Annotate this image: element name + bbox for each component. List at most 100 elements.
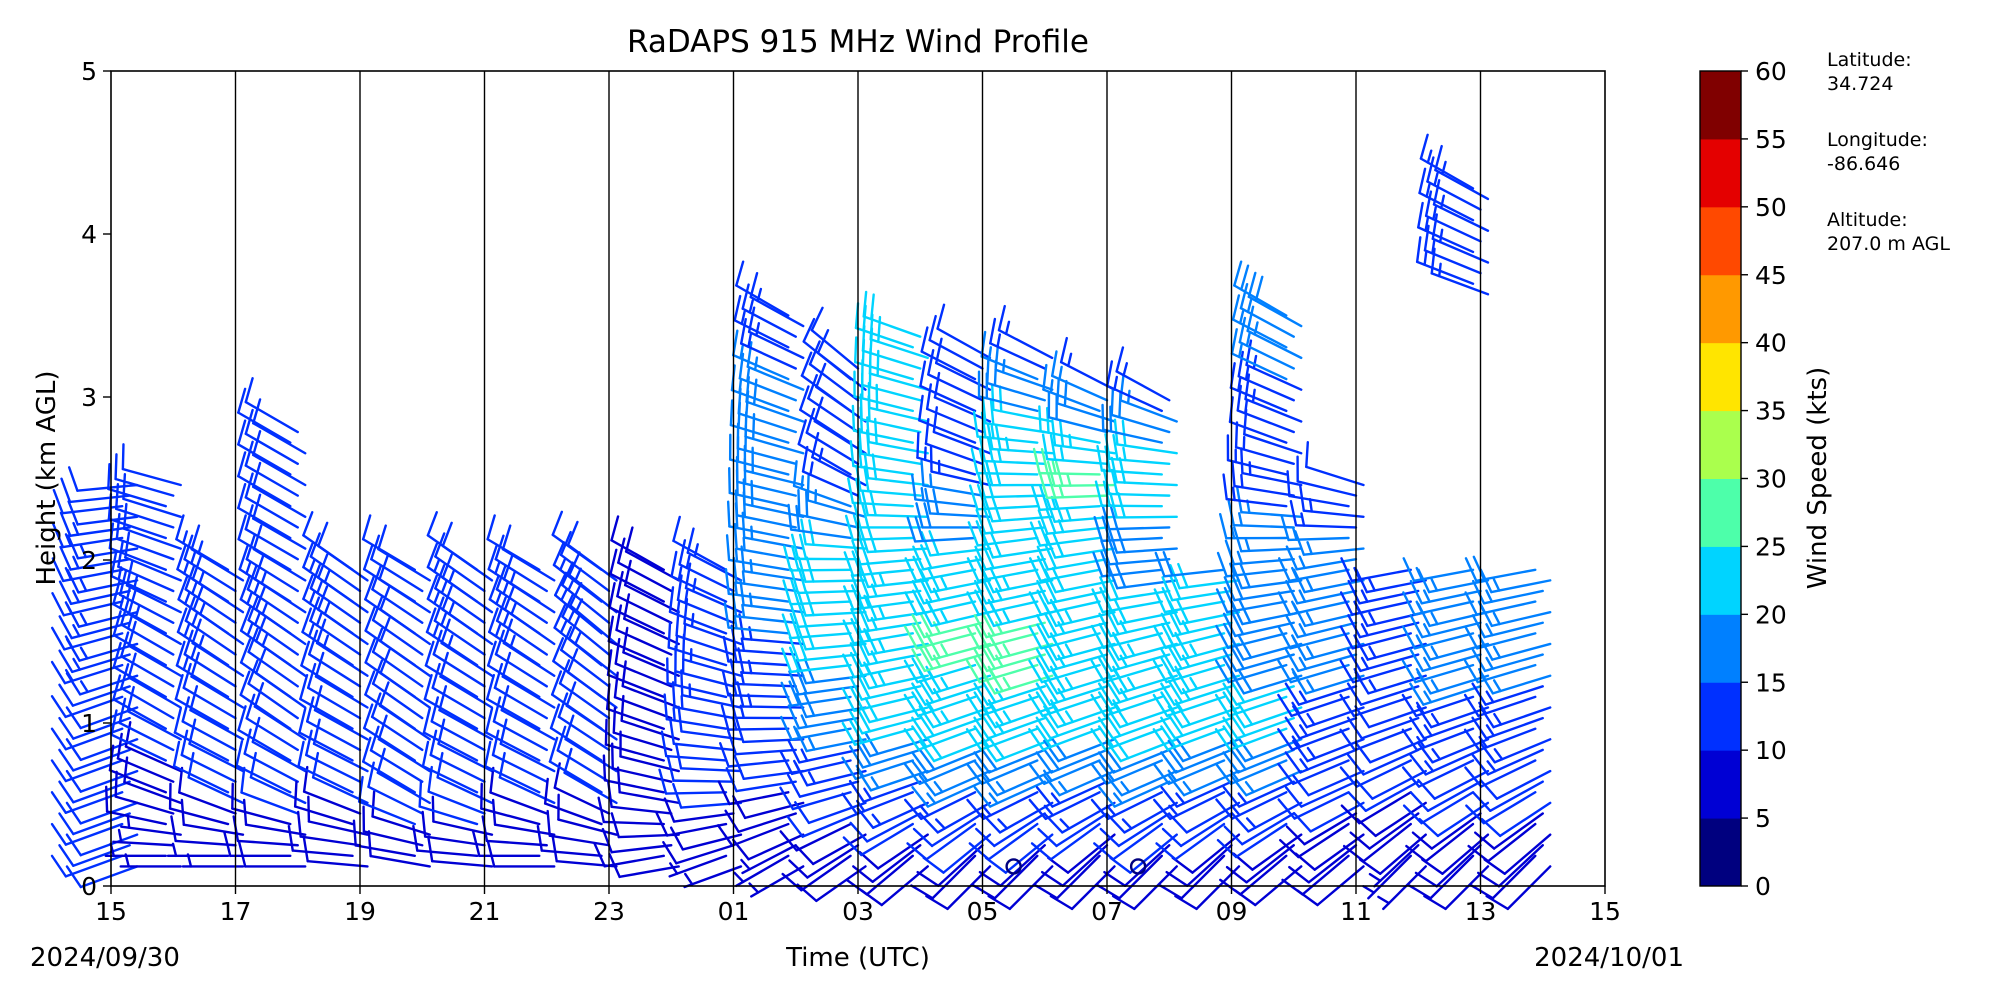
- y-axis-ticks: 0 1 2 3 4 5: [81, 57, 111, 901]
- wind-barb: [1028, 725, 1101, 751]
- wind-barb: [309, 532, 362, 593]
- wind-barb: [786, 812, 860, 838]
- wind-barb: [779, 822, 852, 852]
- wind-barb: [180, 729, 237, 783]
- wind-barb: [781, 854, 852, 892]
- wind-barb: [484, 707, 541, 762]
- wind-barb: [669, 718, 735, 752]
- wind-barb: [716, 822, 790, 847]
- wind-barb: [1278, 822, 1350, 859]
- wind-barb: [1277, 591, 1350, 616]
- wind-barb: [1401, 727, 1475, 752]
- wind-barb: [910, 473, 977, 508]
- wind-barb: [1229, 702, 1303, 729]
- wind-barb: [1408, 854, 1475, 900]
- wind-barb: [911, 748, 984, 774]
- wind-barb: [550, 670, 603, 730]
- wind-barb: [120, 599, 175, 656]
- calm-wind-circle: [1129, 858, 1147, 875]
- wind-barb: [624, 526, 680, 582]
- wind-barb: [237, 483, 292, 540]
- wind-barb: [1346, 682, 1420, 706]
- vertical-gridlines: [234, 71, 1482, 886]
- wind-barb: [431, 662, 486, 720]
- wind-barb: [426, 542, 479, 603]
- wind-barb: [1368, 844, 1420, 888]
- x-tick-label: 03: [842, 897, 874, 926]
- wind-barb: [904, 791, 977, 821]
- x-tick-label: 17: [220, 897, 252, 926]
- wind-barb: [1284, 780, 1358, 808]
- wind-barb: [1409, 682, 1482, 706]
- wind-barb: [110, 550, 167, 603]
- y-tick-label: 2: [81, 546, 97, 575]
- wind-barb: [1036, 544, 1109, 571]
- wind-barb: [1288, 844, 1358, 884]
- wind-barb: [1471, 716, 1544, 740]
- wind-barb: [558, 659, 611, 720]
- wind-barb: [120, 631, 175, 688]
- wind-barb: [968, 484, 1039, 511]
- wind-barb: [801, 445, 860, 497]
- longitude-label: Longitude:: [1827, 129, 1928, 151]
- wind-barb: [604, 718, 665, 762]
- wind-barb: [362, 736, 416, 794]
- wind-barb: [842, 584, 914, 611]
- wind-barb: [305, 696, 362, 752]
- wind-barb: [1230, 328, 1288, 381]
- wind-barb: [1099, 812, 1171, 848]
- wind-barb: [739, 317, 797, 370]
- wind-barb: [1346, 716, 1420, 740]
- wind-barb: [439, 651, 494, 709]
- wind-barb: [424, 640, 479, 699]
- wind-barb: [1401, 659, 1475, 684]
- wind-barb: [252, 493, 307, 550]
- wind-barb: [1153, 791, 1226, 821]
- wind-barb: [796, 865, 867, 903]
- y-tick-label: 0: [81, 872, 97, 901]
- wind-barb: [1347, 780, 1420, 812]
- wind-barb: [1339, 693, 1412, 718]
- wind-barb: [928, 314, 984, 370]
- wind-barb: [903, 759, 977, 786]
- wind-barb: [788, 635, 860, 662]
- y-tick-label: 5: [81, 57, 97, 86]
- wind-barb: [904, 555, 977, 583]
- wind-barb: [613, 671, 673, 720]
- wind-barb: [1059, 336, 1116, 391]
- wind-barb: [427, 835, 494, 868]
- x-tick-label: 05: [967, 897, 999, 926]
- wind-barb: [183, 629, 237, 688]
- wind-barb: [1036, 578, 1109, 605]
- wind-barb: [430, 696, 486, 752]
- wind-barb: [1233, 260, 1288, 317]
- wind-barb: [58, 683, 131, 707]
- wind-barb: [1040, 844, 1109, 887]
- wind-barb: [1222, 610, 1295, 638]
- wind-barb: [1031, 484, 1101, 511]
- wind-barb: [972, 854, 1039, 900]
- wind-barb: [50, 759, 124, 783]
- wind-barb: [252, 430, 307, 487]
- wind-barb: [1032, 447, 1101, 476]
- wind-barb: [1042, 363, 1101, 413]
- wind-barb: [1029, 520, 1101, 547]
- y-tick-label: 4: [81, 220, 97, 249]
- wind-barb: [981, 397, 1046, 434]
- wind-barb: [779, 750, 852, 776]
- colorbar-segment: [1700, 614, 1741, 683]
- wind-barb: [1226, 434, 1288, 476]
- wind-barb: [927, 349, 984, 402]
- wind-barb: [1401, 693, 1475, 718]
- wind-barb: [805, 407, 860, 466]
- wind-barb: [305, 729, 362, 783]
- wind-barb: [792, 460, 852, 508]
- wind-barb: [779, 786, 852, 811]
- wind-barb: [1464, 625, 1537, 650]
- wind-barb: [799, 385, 852, 444]
- wind-barb: [486, 640, 541, 699]
- wind-barb: [906, 516, 977, 543]
- wind-barb: [1028, 657, 1101, 684]
- wind-barb: [433, 596, 486, 656]
